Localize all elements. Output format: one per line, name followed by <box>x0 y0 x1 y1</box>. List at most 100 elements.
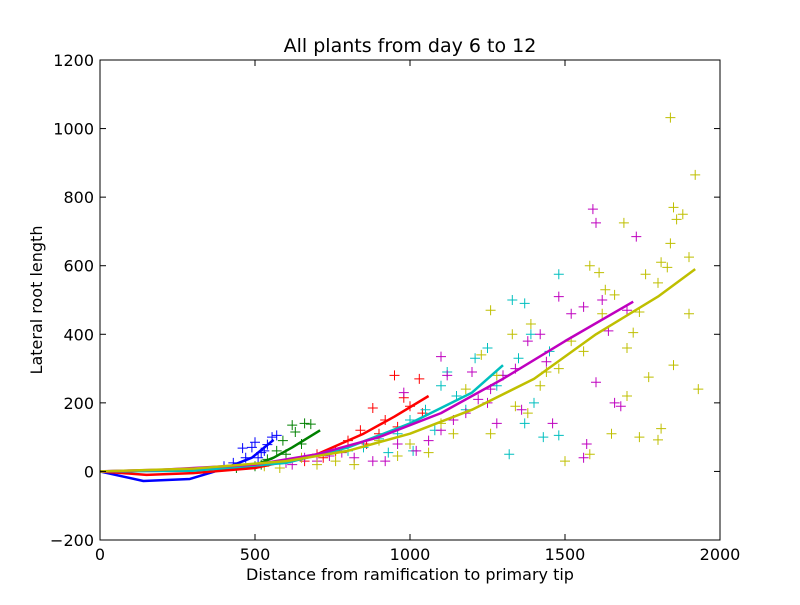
data-point <box>581 439 592 449</box>
data-point <box>436 380 446 391</box>
data-point <box>380 456 391 467</box>
data-point <box>662 262 673 273</box>
data-point <box>423 435 434 446</box>
data-point <box>656 257 667 268</box>
data-point <box>553 291 564 302</box>
data-point <box>547 418 558 429</box>
y-tick-label: 0 <box>84 462 94 481</box>
data-point <box>653 434 663 445</box>
data-point <box>507 295 518 305</box>
y-axis-ticks: −200 0 200 400 600 800 1000 1200 <box>50 51 720 550</box>
data-point <box>600 284 611 295</box>
data-point <box>398 387 409 398</box>
data-point <box>622 391 632 401</box>
data-point <box>482 343 493 353</box>
data-point <box>389 370 400 381</box>
data-point <box>470 353 481 364</box>
data-point <box>519 298 530 309</box>
series-6-fit-line <box>100 268 696 473</box>
data-point <box>485 305 496 316</box>
data-point <box>615 401 626 412</box>
data-point <box>367 456 378 467</box>
data-point <box>578 346 589 357</box>
data-point <box>525 319 536 329</box>
data-point <box>560 456 570 467</box>
data-point <box>584 449 595 460</box>
data-point <box>442 370 453 381</box>
y-tick-label: 200 <box>63 394 94 413</box>
data-point <box>587 204 598 215</box>
data-point <box>553 363 564 374</box>
data-point <box>485 428 496 439</box>
data-point <box>684 252 694 263</box>
y-tick-label: 800 <box>63 188 94 207</box>
data-point <box>312 459 322 470</box>
chart-title: All plants from day 6 to 12 <box>284 35 537 57</box>
data-point <box>414 373 425 384</box>
data-point <box>525 329 536 340</box>
data-point <box>677 209 688 220</box>
data-point <box>535 380 546 391</box>
y-tick-label: 1200 <box>53 51 94 70</box>
data-point <box>594 267 605 278</box>
data-point <box>535 329 546 340</box>
data-point <box>271 445 282 456</box>
data-point <box>656 423 667 434</box>
data-point <box>367 403 378 413</box>
x-tick-label: 500 <box>240 545 271 564</box>
data-point <box>522 408 533 419</box>
data-point <box>519 418 530 429</box>
data-point <box>405 439 415 449</box>
x-axis-ticks: 0 500 1000 1500 2000 <box>95 60 740 564</box>
x-tick-label: 1500 <box>545 545 586 564</box>
data-point <box>246 442 257 453</box>
data-point <box>250 437 260 448</box>
data-point <box>693 384 704 395</box>
plot-area <box>100 60 720 540</box>
data-point <box>634 432 645 443</box>
data-point <box>631 231 642 242</box>
data-point <box>597 308 608 319</box>
data-point <box>628 327 639 338</box>
x-tick-label: 1000 <box>390 545 431 564</box>
data-point <box>643 372 654 383</box>
data-point <box>584 260 595 271</box>
data-point <box>668 360 679 371</box>
data-point <box>392 439 403 449</box>
y-axis-label: Lateral root length <box>27 226 46 375</box>
x-tick-label: 2000 <box>700 545 741 564</box>
data-point <box>420 404 431 415</box>
data-point <box>504 449 515 460</box>
data-point <box>618 217 629 228</box>
data-point <box>538 432 549 443</box>
data-point <box>566 308 577 319</box>
data-point <box>606 428 617 439</box>
data-point <box>640 269 651 280</box>
series-4-fit-line <box>100 364 504 473</box>
x-tick-label: 0 <box>95 545 105 564</box>
data-point <box>274 463 285 473</box>
data-point <box>690 169 701 180</box>
data-point <box>622 343 632 353</box>
data-point <box>516 404 527 415</box>
series-6-markers <box>259 112 704 473</box>
data-point <box>349 459 360 470</box>
data-point <box>287 420 298 431</box>
data-point <box>591 217 601 228</box>
data-point <box>448 428 459 439</box>
data-point <box>591 377 601 388</box>
series-1-fit-line <box>100 438 275 483</box>
data-point <box>522 336 533 347</box>
data-point <box>578 452 589 463</box>
data-point <box>383 447 394 458</box>
data-point <box>423 447 434 458</box>
y-tick-label: 400 <box>63 325 94 344</box>
series-5-markers <box>281 204 642 470</box>
data-point <box>622 305 632 316</box>
x-axis-label: Distance from ramification to primary ti… <box>246 565 574 584</box>
data-point <box>653 277 663 288</box>
data-point <box>513 353 524 364</box>
data-point <box>529 397 539 408</box>
